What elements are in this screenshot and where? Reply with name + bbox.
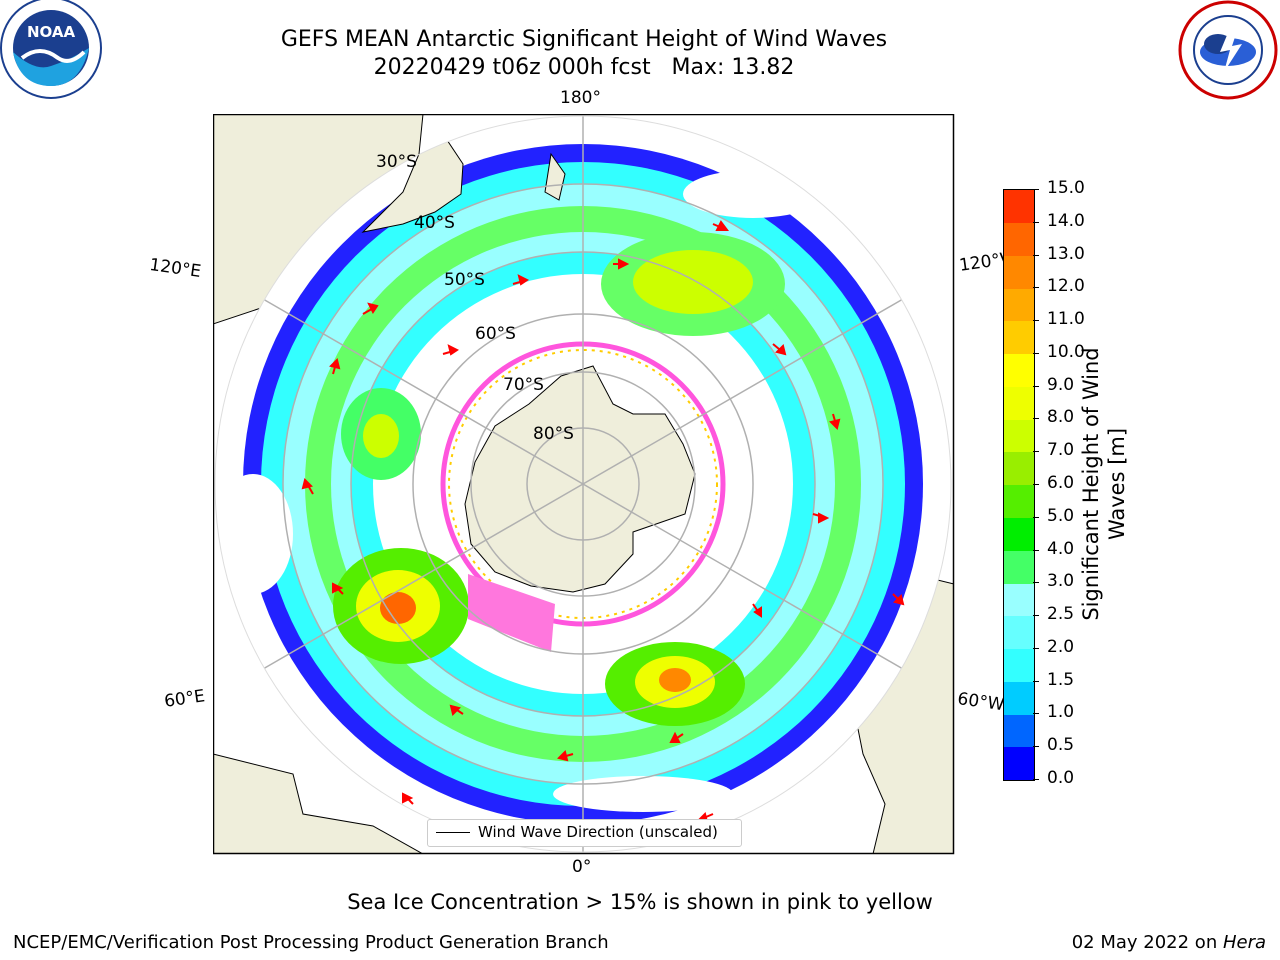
colorbar-tick-mark: [1033, 287, 1039, 289]
colorbar-tick-mark: [1033, 254, 1039, 256]
colorbar-tick-mark: [1033, 549, 1039, 551]
colorbar-segment: [1004, 386, 1034, 420]
colorbar-tick-label: 15.0: [1047, 178, 1085, 198]
colorbar-tick-label: 2.5: [1047, 604, 1075, 625]
colorbar-tick-label: 1.5: [1047, 669, 1075, 690]
colorbar-segment: [1004, 714, 1034, 748]
colorbar-tick-mark: [1033, 352, 1039, 354]
lon-label-0: 0°: [572, 857, 592, 877]
colorbar-label-line2: Waves [m]: [1105, 427, 1129, 541]
colorbar-tick-label: 13.0: [1047, 243, 1085, 264]
colorbar-tick-label: 9.0: [1047, 374, 1075, 395]
colorbar-tick-label: 5.0: [1047, 505, 1075, 526]
colorbar-segment: [1004, 517, 1034, 551]
svg-text:NOAA: NOAA: [27, 23, 76, 41]
noaa-logo-icon: NOAA: [0, 0, 102, 99]
colorbar-tick-mark: [1033, 189, 1039, 190]
colorbar-tick-label: 12.0: [1047, 276, 1085, 297]
colorbar-tick-mark: [1033, 746, 1039, 748]
colorbar-tick-mark: [1033, 418, 1039, 420]
lat-label-50s: 50°S: [444, 270, 485, 290]
colorbar-segment: [1004, 288, 1034, 322]
colorbar-tick-label: 8.0: [1047, 407, 1075, 428]
footer-branch: NCEP/EMC/Verification Post Processing Pr…: [13, 932, 609, 953]
colorbar-segment: [1004, 485, 1034, 518]
lon-label-60w: 60°W: [956, 689, 1006, 716]
colorbar-tick-label: 11.0: [1047, 309, 1085, 330]
colorbar-tick-mark: [1033, 647, 1039, 649]
colorbar-tick-mark: [1033, 385, 1039, 387]
colorbar-tick-mark: [1033, 582, 1039, 584]
colorbar-tick-label: 0.5: [1047, 735, 1075, 756]
colorbar-segment: [1004, 747, 1034, 781]
colorbar-tick-label: 3.0: [1047, 571, 1075, 592]
colorbar-segment: [1004, 190, 1034, 223]
polar-map: [213, 114, 955, 855]
colorbar-segment: [1004, 353, 1034, 387]
colorbar-label-line1: Significant Height of Wind: [1079, 347, 1103, 621]
lat-label-60s: 60°S: [475, 324, 516, 344]
colorbar-tick-mark: [1033, 713, 1039, 715]
colorbar-tick-label: 0.0: [1047, 768, 1075, 788]
colorbar-tick-label: 10.0: [1047, 341, 1085, 362]
colorbar-tick-label: 6.0: [1047, 473, 1075, 493]
legend-label: Wind Wave Direction (unscaled): [478, 823, 718, 841]
colorbar-segment: [1004, 550, 1034, 584]
footer-host: Hera: [1222, 932, 1266, 953]
colorbar-segment: [1004, 616, 1034, 650]
colorbar-segment: [1004, 452, 1034, 486]
colorbar-tick-label: 4.0: [1047, 538, 1075, 559]
sea-ice-note: Sea Ice Concentration > 15% is shown in …: [347, 890, 933, 914]
colorbar-tick-mark: [1033, 221, 1039, 223]
colorbar-segment: [1004, 419, 1034, 453]
colorbar-tick-label: 1.0: [1047, 702, 1075, 723]
lat-label-30s: 30°S: [376, 152, 417, 172]
colorbar-segment: [1004, 222, 1034, 256]
colorbar-tick-label: 2.0: [1047, 636, 1075, 657]
nws-logo-icon: [1178, 0, 1278, 100]
colorbar-tick-mark: [1033, 484, 1039, 485]
lon-label-60e: 60°E: [163, 686, 207, 712]
lat-label-80s: 80°S: [533, 424, 574, 444]
colorbar-tick-mark: [1033, 680, 1039, 682]
colorbar-tick-mark: [1033, 779, 1039, 780]
legend-line-icon: [436, 832, 470, 833]
colorbar-segment: [1004, 583, 1034, 617]
colorbar-tick-mark: [1033, 516, 1039, 518]
lat-label-70s: 70°S: [503, 375, 544, 395]
chart-title: GEFS MEAN Antarctic Significant Height o…: [280, 27, 888, 52]
colorbar-segment: [1004, 321, 1034, 355]
colorbar-ticks: 0.0 0.5 1.0 1.5 2.0 2.5 3.0 4.0 5.0 6.0 7.0 8.0 9.0 1…: [1033, 178, 1113, 788]
footer-date: 02 May 2022 on Hera: [1072, 932, 1266, 953]
lat-label-40s: 40°S: [414, 213, 455, 233]
colorbar-segment: [1004, 255, 1034, 289]
colorbar: [1003, 189, 1035, 781]
chart-subtitle: 20220429 t06z 000h fcst Max: 13.82: [373, 55, 795, 80]
colorbar-segment: [1004, 648, 1034, 682]
colorbar-tick-mark: [1033, 320, 1039, 322]
lon-label-180: 180°: [560, 88, 601, 108]
map-legend: Wind Wave Direction (unscaled): [427, 819, 742, 847]
colorbar-segment: [1004, 681, 1034, 715]
colorbar-tick-label: 7.0: [1047, 440, 1075, 461]
footer-date-text: 02 May 2022 on: [1071, 932, 1223, 953]
colorbar-tick-mark: [1033, 451, 1039, 453]
colorbar-tick-mark: [1033, 615, 1039, 617]
colorbar-tick-label: 14.0: [1047, 210, 1085, 231]
lon-label-120e: 120°E: [148, 255, 203, 283]
